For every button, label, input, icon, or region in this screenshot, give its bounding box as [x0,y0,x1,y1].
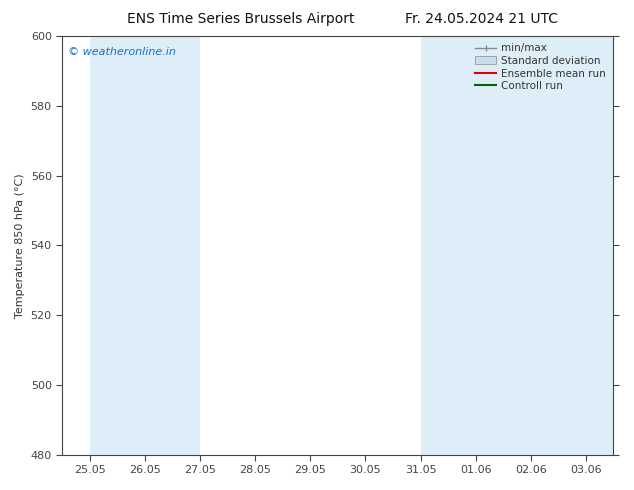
Bar [90,36,145,455]
Text: ENS Time Series Brussels Airport: ENS Time Series Brussels Airport [127,12,354,26]
Bar [476,36,531,455]
Y-axis label: Temperature 850 hPa (°C): Temperature 850 hPa (°C) [15,173,25,318]
Legend: min/max, Standard deviation, Ensemble mean run, Controll run: min/max, Standard deviation, Ensemble me… [473,41,608,93]
Text: Fr. 24.05.2024 21 UTC: Fr. 24.05.2024 21 UTC [405,12,559,26]
Bar [586,36,614,455]
Bar [145,36,200,455]
Text: © weatheronline.in: © weatheronline.in [68,47,176,57]
Bar [531,36,586,455]
Bar [420,36,476,455]
